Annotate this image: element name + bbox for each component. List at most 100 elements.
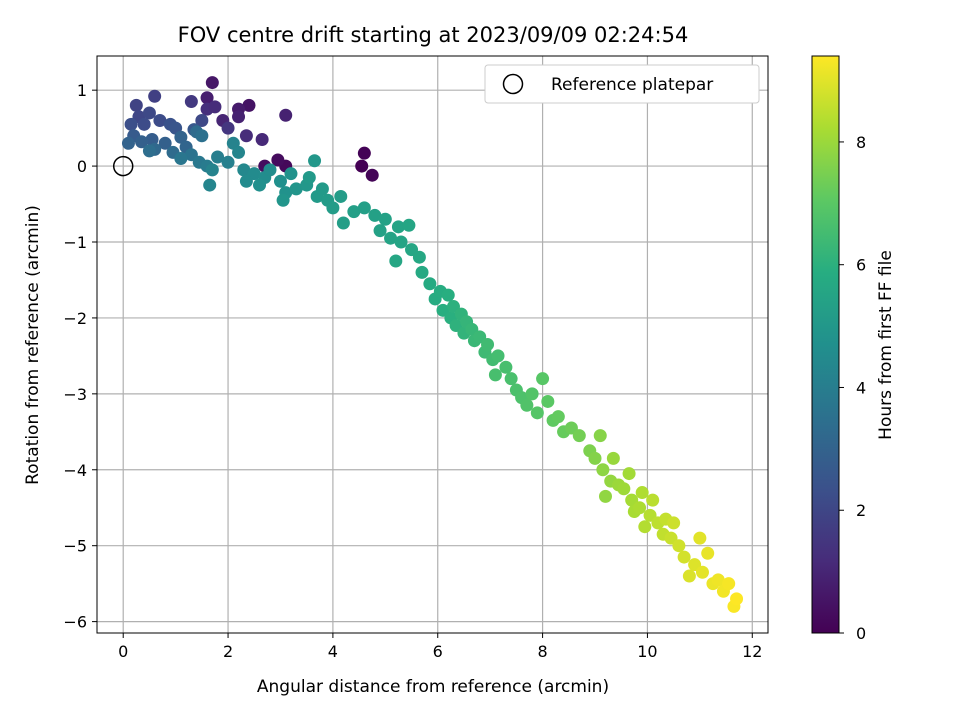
data-point-25 bbox=[137, 117, 151, 131]
reference-marker-layer bbox=[112, 155, 134, 177]
data-point-145 bbox=[695, 565, 709, 579]
data-point-78 bbox=[391, 220, 405, 234]
x-axis-label: Angular distance from reference (arcmin) bbox=[257, 677, 609, 697]
data-point-109 bbox=[525, 387, 539, 401]
data-point-47 bbox=[221, 155, 235, 169]
data-point-67 bbox=[315, 182, 329, 196]
legend: Reference platepar bbox=[484, 64, 760, 104]
data-point-119 bbox=[588, 451, 602, 465]
data-point-80 bbox=[402, 218, 416, 232]
data-point-56 bbox=[263, 163, 277, 177]
data-point-120 bbox=[593, 429, 607, 443]
x-tick-label-1: 2 bbox=[223, 642, 233, 661]
colorbar: 0 2 4 6 8 Hours from first FF file bbox=[811, 55, 896, 643]
data-point-65 bbox=[302, 170, 316, 184]
data-point-58 bbox=[273, 174, 287, 188]
data-point-22 bbox=[142, 106, 156, 120]
data-point-13 bbox=[255, 133, 269, 147]
data-point-110 bbox=[530, 406, 544, 420]
y-tick-label-2: −1 bbox=[63, 233, 87, 252]
colorbar-ticks: 0 2 4 6 8 bbox=[839, 133, 866, 643]
y-tick-label-1: 0 bbox=[77, 157, 87, 176]
data-point-23 bbox=[153, 114, 167, 128]
data-point-104 bbox=[488, 368, 502, 382]
colorbar-tick-label-4: 8 bbox=[856, 133, 866, 152]
data-point-6 bbox=[242, 98, 256, 112]
data-point-19 bbox=[148, 89, 162, 103]
data-point-83 bbox=[412, 250, 426, 264]
data-point-52 bbox=[237, 163, 251, 177]
data-point-41 bbox=[195, 129, 209, 143]
data-point-102 bbox=[491, 349, 505, 363]
data-point-79 bbox=[394, 235, 408, 249]
data-point-126 bbox=[617, 482, 631, 496]
data-point-24 bbox=[124, 117, 138, 131]
data-point-150 bbox=[722, 577, 736, 591]
data-point-7 bbox=[205, 76, 219, 90]
data-point-140 bbox=[672, 539, 686, 553]
chart-title: FOV centre drift starting at 2023/09/09 … bbox=[178, 23, 689, 47]
data-point-112 bbox=[541, 394, 555, 408]
data-point-76 bbox=[378, 212, 392, 226]
colorbar-tick-label-0: 0 bbox=[856, 624, 866, 643]
data-point-39 bbox=[142, 144, 156, 158]
data-point-100 bbox=[481, 338, 495, 351]
y-tick-label-0: 1 bbox=[77, 81, 87, 100]
y-tick-label-5: −4 bbox=[63, 461, 87, 480]
data-point-111 bbox=[536, 372, 550, 386]
reference-platepar-marker bbox=[112, 155, 134, 177]
colorbar-tick-label-3: 6 bbox=[856, 256, 866, 275]
data-point-18 bbox=[184, 95, 198, 109]
x-tick-label-0: 0 bbox=[118, 642, 128, 661]
data-point-108 bbox=[520, 398, 534, 412]
data-point-48 bbox=[205, 163, 219, 177]
data-point-75 bbox=[373, 224, 387, 238]
grid-lines bbox=[97, 56, 768, 633]
data-point-134 bbox=[646, 493, 660, 507]
data-point-127 bbox=[622, 467, 636, 481]
data-point-62 bbox=[276, 193, 290, 207]
data-point-43 bbox=[174, 151, 188, 165]
data-point-121 bbox=[596, 463, 610, 477]
y-tick-label-3: −2 bbox=[63, 309, 87, 328]
data-point-64 bbox=[308, 154, 322, 168]
data-point-84 bbox=[415, 265, 429, 279]
data-point-54 bbox=[239, 174, 253, 188]
x-tick-label-6: 12 bbox=[742, 642, 762, 661]
x-tick-label-2: 4 bbox=[328, 642, 338, 661]
data-point-124 bbox=[606, 451, 620, 465]
data-point-130 bbox=[633, 501, 647, 515]
data-point-57 bbox=[253, 178, 267, 192]
legend-reference-marker bbox=[502, 73, 524, 95]
data-point-61 bbox=[289, 182, 303, 196]
data-point-1 bbox=[357, 146, 371, 160]
data-point-132 bbox=[638, 520, 652, 534]
plot-frame bbox=[96, 55, 769, 634]
data-point-139 bbox=[667, 516, 681, 530]
data-point-144 bbox=[693, 531, 707, 545]
data-point-114 bbox=[551, 410, 565, 424]
x-tick-label-5: 10 bbox=[637, 642, 657, 661]
data-point-74 bbox=[368, 208, 382, 222]
data-point-31 bbox=[145, 133, 159, 147]
data-point-72 bbox=[347, 205, 361, 219]
data-point-89 bbox=[441, 288, 455, 302]
y-tick-label-7: −6 bbox=[63, 613, 87, 632]
colorbar-label: Hours from first FF file bbox=[876, 250, 896, 440]
data-point-16 bbox=[208, 100, 222, 114]
data-point-73 bbox=[357, 201, 371, 215]
colorbar-tick-label-2: 4 bbox=[856, 378, 866, 397]
legend-box bbox=[484, 64, 760, 104]
y-tick-label-6: −5 bbox=[63, 537, 87, 556]
data-point-0 bbox=[355, 159, 369, 173]
data-point-32 bbox=[158, 136, 172, 150]
data-point-28 bbox=[195, 114, 209, 128]
data-point-34 bbox=[135, 135, 149, 149]
data-point-51 bbox=[203, 178, 217, 192]
colorbar-tick-label-1: 2 bbox=[856, 501, 866, 520]
data-point-17 bbox=[221, 121, 235, 135]
legend-entry-reference-platepar: Reference platepar bbox=[551, 75, 713, 95]
data-point-46 bbox=[211, 150, 225, 164]
